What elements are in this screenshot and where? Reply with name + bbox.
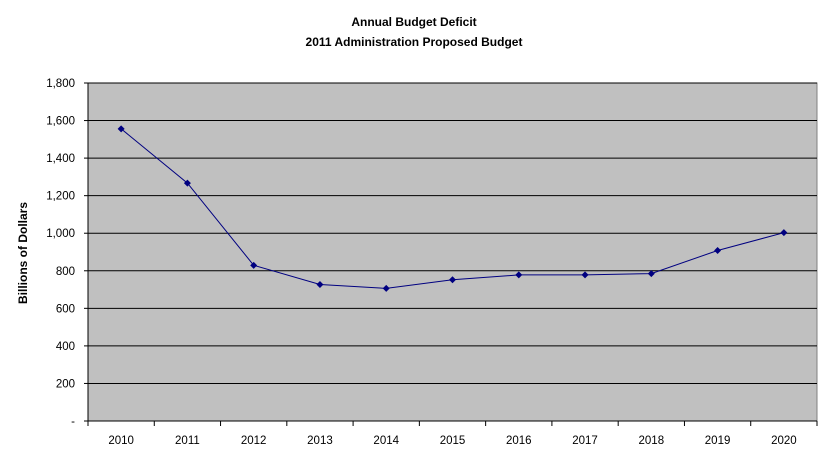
x-tick-label: 2011 [175,435,200,447]
x-tick-label: 2014 [373,435,399,447]
y-tick-label: 1,400 [46,153,75,165]
y-tick-label: 600 [56,303,75,315]
y-tick-label: - [71,416,75,428]
series [117,125,788,292]
data-point-marker [647,270,655,278]
plot-area [87,82,818,422]
data-point-marker [780,229,788,237]
x-tick-label: 2012 [241,435,267,447]
x-tick-label: 2010 [108,435,134,447]
data-point-marker [382,284,390,292]
y-axis-label: Billions of Dollars [16,202,30,304]
data-point-marker [449,276,456,284]
data-point-marker [117,125,125,133]
y-tick-label: 1,000 [46,228,75,240]
y-tick-label: 200 [56,378,75,390]
y-tick-label: 1,600 [46,116,75,128]
y-tick-label: 800 [56,266,75,278]
data-point-marker [714,246,722,254]
y-tick-label: 1,200 [46,191,75,203]
axes: - 200 400 600 800 1,000 1,200 1,400 1,600 1,800 20… [46,78,818,447]
y-tick-label: 1,800 [46,78,75,90]
x-tick-label: 2019 [705,435,731,447]
y-tick-label: 400 [56,341,75,353]
data-point-marker [581,271,589,279]
data-point-marker [250,261,258,269]
x-tick-label: 2017 [572,435,598,447]
chart-title: Annual Budget Deficit [351,15,476,29]
x-tick-label: 2020 [771,435,797,447]
x-tick-label: 2015 [440,435,466,447]
x-tick-label: 2016 [506,435,532,447]
gridlines [88,82,817,384]
data-point-marker [183,179,191,187]
data-point-marker [316,280,324,288]
x-tick-label: 2013 [307,435,333,447]
data-point-marker [515,271,523,279]
chart-subtitle: 2011 Administration Proposed Budget [306,35,523,49]
x-tick-label: 2018 [639,435,665,447]
